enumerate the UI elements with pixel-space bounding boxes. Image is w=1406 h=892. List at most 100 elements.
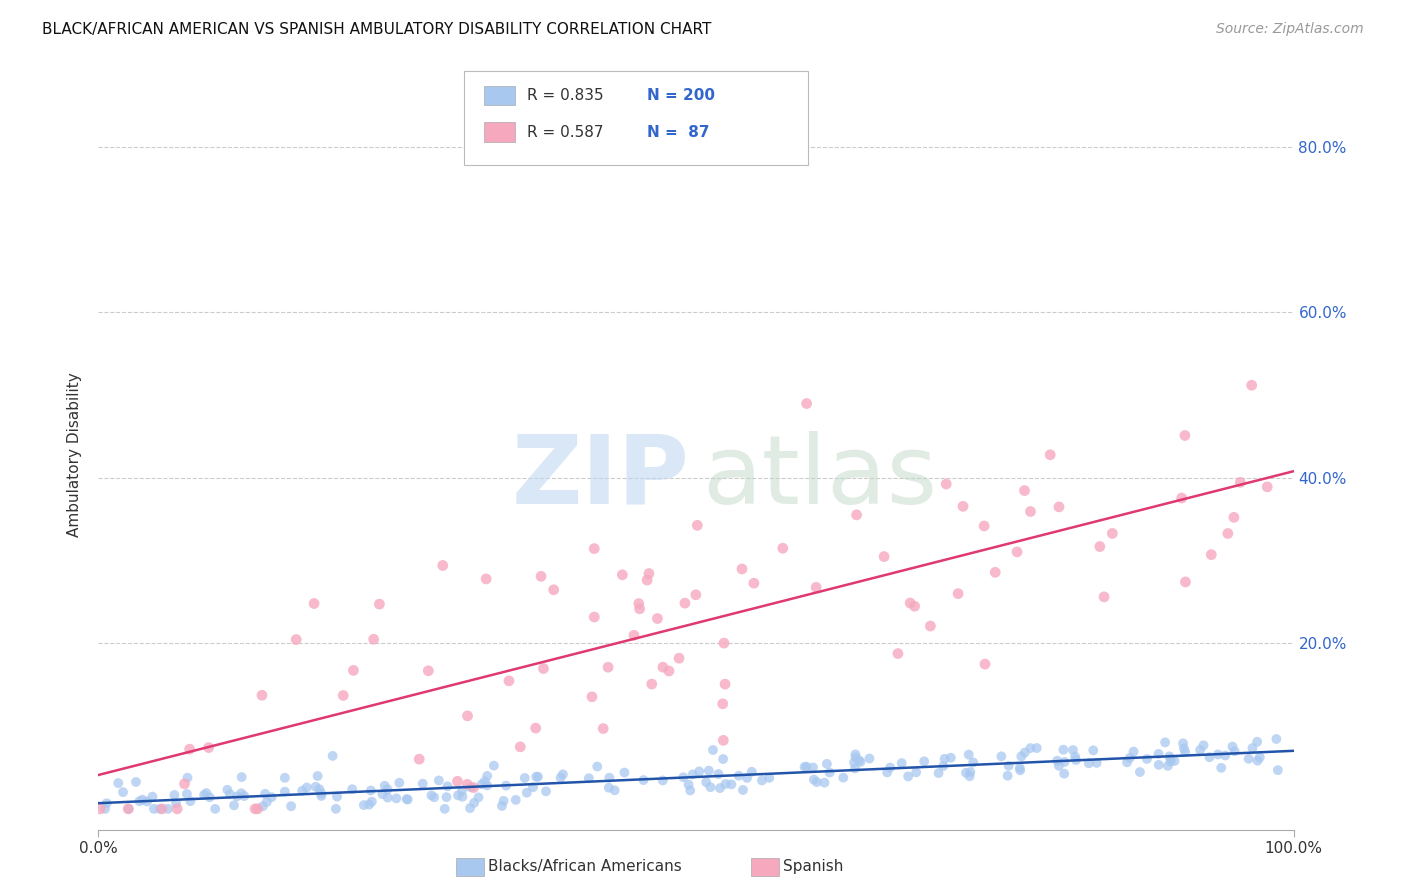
- Point: [1159, 749, 1181, 764]
- Point: [463, 780, 485, 795]
- Point: [142, 802, 165, 816]
- Point: [1064, 749, 1087, 764]
- Point: [688, 764, 710, 779]
- Point: [1053, 766, 1076, 780]
- Point: [1222, 739, 1244, 754]
- Point: [699, 780, 721, 794]
- Point: [1129, 765, 1152, 780]
- Point: [1265, 731, 1288, 746]
- Point: [849, 755, 872, 769]
- Point: [731, 783, 754, 797]
- Point: [685, 588, 707, 602]
- Text: ZIP: ZIP: [512, 431, 690, 524]
- Text: R = 0.835: R = 0.835: [527, 88, 603, 103]
- Point: [935, 477, 957, 491]
- Point: [962, 756, 984, 770]
- Point: [876, 765, 898, 780]
- Point: [832, 771, 855, 785]
- Point: [583, 541, 606, 556]
- Point: [858, 751, 880, 765]
- Point: [934, 752, 956, 766]
- Point: [1083, 743, 1105, 757]
- Point: [128, 794, 150, 808]
- Point: [682, 767, 704, 781]
- Point: [467, 790, 489, 805]
- Point: [804, 580, 827, 594]
- Point: [285, 632, 308, 647]
- Point: [720, 777, 742, 791]
- Point: [1206, 747, 1229, 762]
- Point: [668, 651, 690, 665]
- Text: atlas: atlas: [702, 431, 936, 524]
- Point: [385, 791, 408, 805]
- Point: [412, 777, 434, 791]
- Point: [1174, 428, 1197, 442]
- Point: [796, 759, 818, 773]
- Point: [1201, 548, 1223, 562]
- Point: [1174, 745, 1197, 759]
- Point: [136, 795, 159, 809]
- Point: [231, 770, 253, 784]
- Point: [543, 582, 565, 597]
- Point: [984, 566, 1007, 580]
- Point: [1122, 745, 1144, 759]
- Point: [1064, 753, 1087, 767]
- Point: [627, 597, 650, 611]
- Point: [1170, 491, 1192, 505]
- Point: [533, 661, 555, 675]
- Point: [477, 769, 499, 783]
- Point: [612, 567, 634, 582]
- Point: [256, 795, 278, 809]
- Point: [176, 771, 198, 785]
- Point: [844, 761, 866, 775]
- Point: [887, 647, 910, 661]
- Point: [96, 796, 118, 810]
- Point: [371, 787, 394, 801]
- Point: [1053, 755, 1076, 769]
- Point: [1154, 735, 1177, 749]
- Text: N = 200: N = 200: [647, 88, 714, 103]
- Point: [492, 794, 515, 808]
- Point: [731, 562, 754, 576]
- Point: [1014, 746, 1036, 760]
- Point: [623, 628, 645, 642]
- Point: [583, 610, 606, 624]
- Point: [959, 769, 981, 783]
- Point: [928, 766, 950, 780]
- Point: [204, 802, 226, 816]
- Point: [250, 688, 273, 702]
- Point: [233, 789, 256, 803]
- Point: [714, 777, 737, 791]
- Point: [307, 769, 329, 783]
- Point: [423, 790, 446, 805]
- Point: [813, 775, 835, 789]
- Point: [793, 760, 815, 774]
- Point: [474, 774, 496, 789]
- Point: [332, 689, 354, 703]
- Point: [903, 599, 925, 614]
- Text: Spanish: Spanish: [783, 859, 844, 873]
- Point: [491, 799, 513, 814]
- Point: [628, 602, 651, 616]
- Point: [149, 802, 172, 816]
- Point: [280, 799, 302, 814]
- Point: [475, 778, 498, 792]
- Point: [803, 772, 825, 787]
- Point: [647, 611, 669, 625]
- Point: [844, 747, 866, 762]
- Point: [596, 660, 619, 674]
- Text: BLACK/AFRICAN AMERICAN VS SPANISH AMBULATORY DISABILITY CORRELATION CHART: BLACK/AFRICAN AMERICAN VS SPANISH AMBULA…: [42, 22, 711, 37]
- Point: [796, 396, 818, 410]
- Point: [1062, 743, 1084, 757]
- Point: [1047, 759, 1070, 773]
- Point: [166, 802, 188, 816]
- Point: [117, 802, 139, 816]
- Point: [898, 596, 921, 610]
- Point: [377, 790, 399, 805]
- Text: N =  87: N = 87: [647, 125, 709, 139]
- Point: [217, 782, 239, 797]
- Point: [1229, 475, 1251, 490]
- Point: [420, 789, 443, 803]
- Text: Blacks/African Americans: Blacks/African Americans: [488, 859, 682, 873]
- Point: [751, 773, 773, 788]
